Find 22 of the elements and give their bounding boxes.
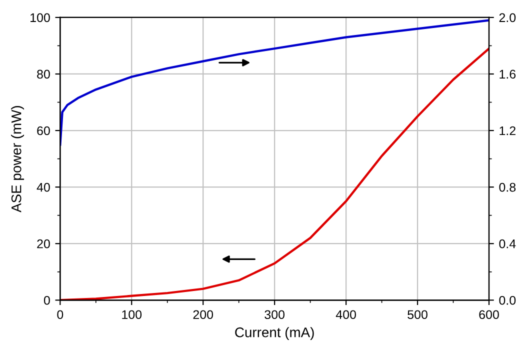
y2-tick-label: 0.8	[499, 182, 516, 192]
y2-tick-label: 0.4	[499, 239, 516, 248]
y-tick-label: 40	[36, 182, 50, 192]
y2-tick-label: 2.0	[499, 13, 516, 22]
x-tick-label: 400	[336, 310, 356, 320]
x-tick-label: 500	[408, 310, 428, 320]
x-tick-label: 300	[264, 310, 285, 320]
x-tick-label: 600	[479, 310, 499, 320]
line-series	[60, 19, 490, 146]
x-tick-label: 0	[57, 310, 64, 320]
y-tick-label: 100	[30, 13, 50, 22]
y2-tick-label: 1.6	[500, 70, 516, 79]
y-tick-label: 0	[44, 296, 50, 305]
x-tick-label: 200	[193, 310, 214, 320]
y-tick-label: 20	[37, 239, 50, 248]
y-axis-title: ASE power (mW)	[11, 106, 24, 212]
y2-tick-label: 1.2	[500, 126, 516, 136]
y-tick-label: 80	[37, 70, 50, 79]
y-tick-label: 60	[37, 126, 50, 136]
x-tick-label: 100	[122, 310, 142, 320]
x-axis-title: Current (mA)	[235, 327, 314, 340]
y2-tick-label: 0.0	[499, 296, 516, 305]
